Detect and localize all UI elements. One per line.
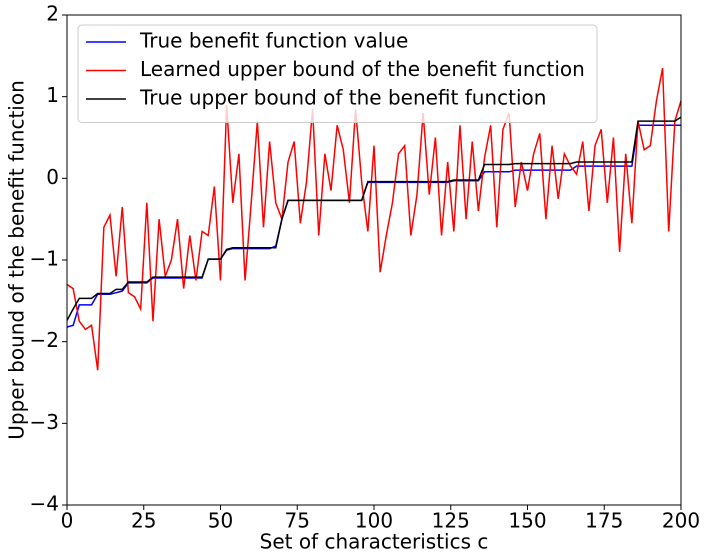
x-axis-label: Set of characteristics c <box>260 530 489 554</box>
legend-label: Learned upper bound of the benefit funct… <box>140 57 585 81</box>
x-tick-label: 0 <box>61 509 74 533</box>
x-tick-label: 200 <box>662 509 700 533</box>
y-tick-label: −4 <box>30 492 59 516</box>
x-tick-label: 25 <box>131 509 156 533</box>
y-axis-label: Upper bound of the benefit function <box>5 80 29 440</box>
x-tick-label: 100 <box>355 509 393 533</box>
y-tick-label: −3 <box>30 410 59 434</box>
legend-label: True benefit function value <box>139 29 408 53</box>
legend-box <box>77 24 598 123</box>
y-tick-label: −2 <box>30 328 59 352</box>
series-line <box>66 116 682 321</box>
y-tick-label: 0 <box>46 165 59 189</box>
legend-label: True upper bound of the benefit function <box>139 86 546 110</box>
x-tick-label: 125 <box>432 509 470 533</box>
y-tick-label: 1 <box>46 83 59 107</box>
x-tick-label: 150 <box>508 509 546 533</box>
x-tick-label: 75 <box>285 509 310 533</box>
plot-frame <box>66 14 682 506</box>
y-tick-label: 2 <box>46 2 59 26</box>
x-tick-label: 175 <box>585 509 623 533</box>
y-tick-label: −1 <box>30 247 59 271</box>
x-tick-label: 50 <box>208 509 233 533</box>
series-line <box>66 67 682 371</box>
